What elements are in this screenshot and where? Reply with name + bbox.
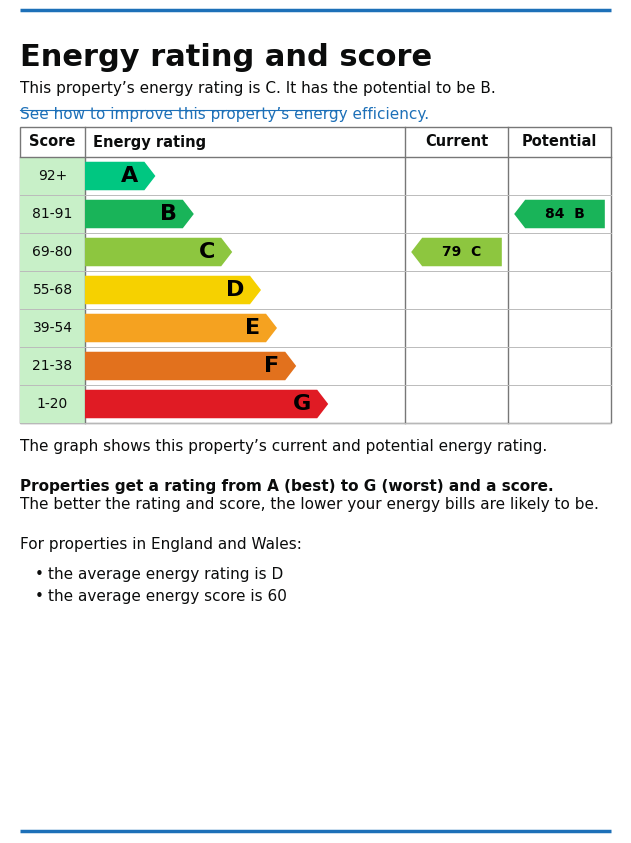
Bar bbox=[20, 157, 85, 195]
Bar bbox=[20, 271, 85, 309]
Bar bbox=[20, 385, 85, 423]
Text: B: B bbox=[160, 204, 177, 224]
Text: 1-20: 1-20 bbox=[37, 397, 68, 411]
Text: Potential: Potential bbox=[522, 135, 597, 149]
Text: D: D bbox=[226, 280, 244, 300]
Bar bbox=[20, 347, 85, 385]
Polygon shape bbox=[514, 200, 605, 228]
Text: the average energy score is 60: the average energy score is 60 bbox=[48, 589, 287, 604]
Text: 79  C: 79 C bbox=[442, 245, 481, 259]
Polygon shape bbox=[85, 276, 261, 304]
Text: Energy rating and score: Energy rating and score bbox=[20, 43, 432, 72]
Text: Properties get a rating from A (best) to G (worst) and a score.: Properties get a rating from A (best) to… bbox=[20, 479, 553, 494]
Text: 92+: 92+ bbox=[38, 169, 67, 183]
Polygon shape bbox=[85, 314, 277, 342]
Text: 21-38: 21-38 bbox=[32, 359, 73, 373]
Text: F: F bbox=[264, 356, 279, 376]
Polygon shape bbox=[85, 162, 155, 191]
Bar bbox=[20, 233, 85, 271]
Text: E: E bbox=[245, 318, 260, 338]
Text: The graph shows this property’s current and potential energy rating.: The graph shows this property’s current … bbox=[20, 439, 547, 454]
Text: •: • bbox=[35, 589, 44, 604]
Text: Current: Current bbox=[425, 135, 488, 149]
Text: 39-54: 39-54 bbox=[33, 321, 73, 335]
Text: •: • bbox=[35, 567, 44, 582]
Text: 55-68: 55-68 bbox=[32, 283, 73, 297]
Text: Energy rating: Energy rating bbox=[93, 135, 206, 149]
Bar bbox=[20, 309, 85, 347]
Text: 81-91: 81-91 bbox=[32, 207, 73, 221]
Text: A: A bbox=[121, 166, 138, 186]
Text: 69-80: 69-80 bbox=[32, 245, 73, 259]
Text: the average energy rating is D: the average energy rating is D bbox=[48, 567, 283, 582]
Text: Score: Score bbox=[29, 135, 76, 149]
Text: See how to improve this property’s energy efficiency.: See how to improve this property’s energ… bbox=[20, 107, 429, 122]
Text: This property’s energy rating is C. It has the potential to be B.: This property’s energy rating is C. It h… bbox=[20, 81, 496, 96]
Polygon shape bbox=[85, 238, 232, 266]
Bar bbox=[20, 127, 611, 423]
Polygon shape bbox=[85, 389, 328, 418]
Polygon shape bbox=[85, 352, 296, 380]
Text: For properties in England and Wales:: For properties in England and Wales: bbox=[20, 537, 302, 552]
Bar bbox=[20, 195, 85, 233]
Text: C: C bbox=[199, 242, 215, 262]
Text: The better the rating and score, the lower your energy bills are likely to be.: The better the rating and score, the low… bbox=[20, 497, 599, 512]
Text: G: G bbox=[293, 394, 311, 414]
Polygon shape bbox=[411, 238, 502, 266]
Text: 84  B: 84 B bbox=[545, 207, 585, 221]
Polygon shape bbox=[85, 200, 194, 228]
